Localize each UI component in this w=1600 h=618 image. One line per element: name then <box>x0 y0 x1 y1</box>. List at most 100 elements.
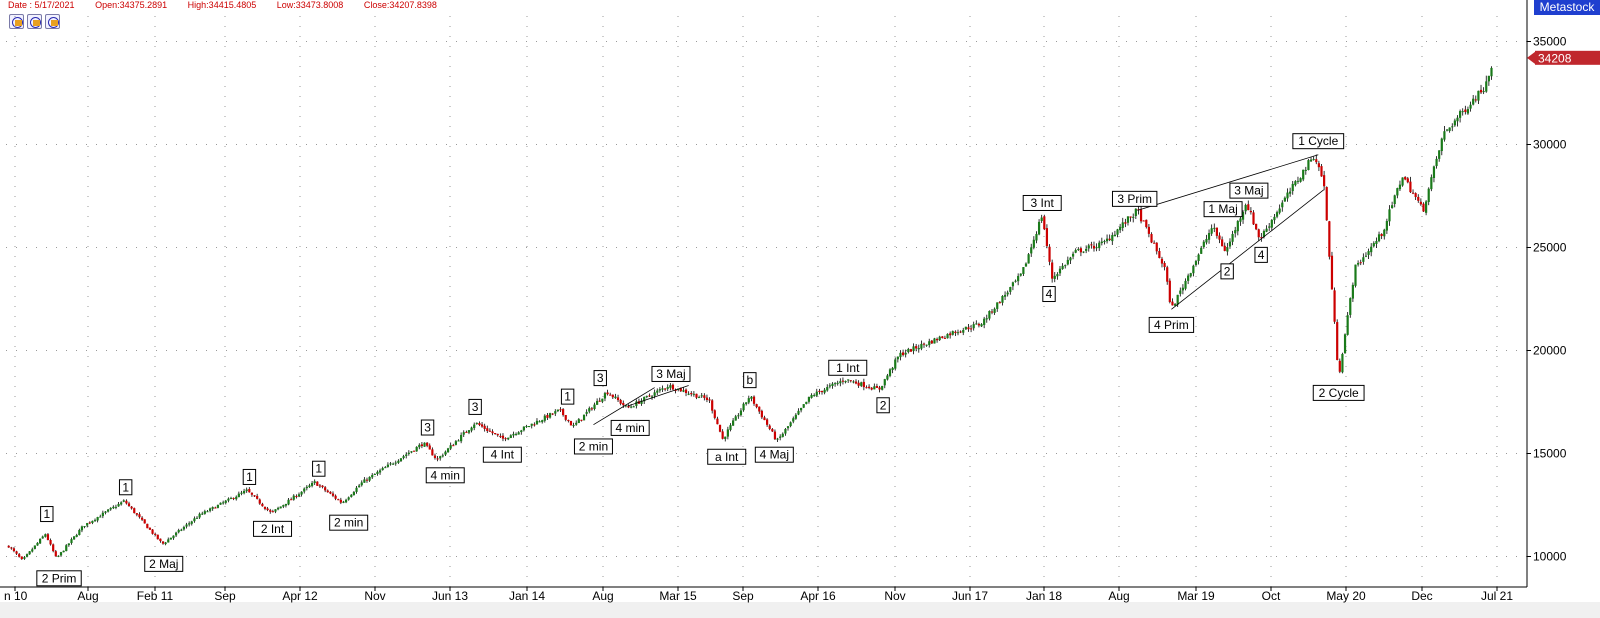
wave-label-text: 2 Cycle <box>1319 386 1359 400</box>
candle <box>159 538 162 543</box>
candle <box>522 426 525 432</box>
x-tick-label: Feb 11 <box>137 589 174 603</box>
candle <box>135 512 138 517</box>
candle <box>284 503 288 508</box>
candle <box>1082 251 1085 254</box>
wave-label-text: 3 Maj <box>656 367 685 381</box>
candle <box>582 414 586 421</box>
chart-tool-icon[interactable] <box>45 14 60 29</box>
last-price-label: 34208 <box>1538 51 1572 65</box>
candle <box>1255 223 1258 231</box>
candle <box>1145 219 1148 229</box>
candle <box>1252 210 1255 225</box>
candle <box>930 339 933 345</box>
candle <box>420 441 424 449</box>
chart-tool-icon[interactable] <box>27 14 42 29</box>
wave-label-text: 4 <box>1258 248 1265 262</box>
chart-tool-icon[interactable] <box>9 14 24 29</box>
candle <box>928 338 931 348</box>
candle <box>784 427 787 436</box>
candle <box>1482 87 1485 95</box>
wave-label-text: 2 min <box>579 439 608 453</box>
candle <box>7 545 10 548</box>
candle <box>344 498 348 504</box>
candle <box>1330 251 1334 290</box>
candle <box>603 391 607 402</box>
wave-label: 3 Maj <box>1229 182 1269 199</box>
wave-label-text: 2 Int <box>261 522 285 536</box>
candle <box>951 330 954 336</box>
candle <box>151 529 154 535</box>
candle <box>164 541 167 546</box>
candle <box>935 337 939 343</box>
candle <box>308 483 311 488</box>
wave-label: 4 Maj <box>754 446 794 463</box>
candle <box>112 505 115 510</box>
candle <box>1226 243 1229 256</box>
candle <box>120 501 123 506</box>
candle <box>46 533 50 541</box>
candle <box>1189 272 1192 278</box>
candle <box>726 426 729 440</box>
candle <box>703 393 706 401</box>
candle <box>823 387 826 395</box>
candle <box>190 520 193 526</box>
candle <box>1357 260 1360 267</box>
candle <box>760 409 763 420</box>
candle <box>1134 208 1137 220</box>
candle <box>949 331 952 339</box>
wave-label: 3 Int <box>1022 194 1062 211</box>
candle <box>1066 256 1069 266</box>
candle <box>198 512 201 519</box>
candle <box>1171 298 1174 306</box>
candle <box>436 456 439 462</box>
candle <box>1126 216 1130 226</box>
candle <box>1247 200 1250 211</box>
candle <box>1312 156 1315 161</box>
candle <box>501 433 505 442</box>
candle <box>1448 127 1451 133</box>
candle <box>172 535 175 540</box>
candle <box>899 350 902 361</box>
candle <box>1048 244 1051 266</box>
candle <box>1244 203 1247 215</box>
candle <box>619 398 622 406</box>
candle <box>167 537 170 543</box>
candle <box>807 396 811 404</box>
candle <box>300 491 303 497</box>
candle <box>572 422 575 428</box>
wave-label-text: 1 Int <box>836 361 860 375</box>
candle <box>454 440 458 446</box>
candle <box>611 394 614 400</box>
candle <box>533 422 536 427</box>
candle <box>355 486 358 494</box>
wave-label: 1 Cycle <box>1292 133 1345 150</box>
candle <box>1218 232 1221 244</box>
candle <box>1364 252 1368 258</box>
candle <box>1150 232 1153 244</box>
candle <box>512 431 515 438</box>
candle <box>737 413 740 419</box>
candle <box>711 399 714 414</box>
candle <box>805 401 808 405</box>
candle <box>271 509 274 513</box>
candle <box>789 421 792 428</box>
candle <box>1320 164 1323 177</box>
wave-label: 4 min <box>610 419 650 436</box>
x-tick-label: Aug <box>1108 589 1129 603</box>
candle <box>470 426 473 433</box>
candle <box>509 434 512 439</box>
x-tick-label: Nov <box>364 589 385 603</box>
candle <box>1283 196 1286 202</box>
candle <box>1168 278 1171 304</box>
candle <box>1116 228 1119 238</box>
candle <box>517 431 520 435</box>
candle <box>797 408 800 416</box>
candle <box>1006 290 1009 297</box>
candle <box>368 476 371 482</box>
candle <box>96 516 99 523</box>
candle <box>755 403 758 409</box>
candle <box>695 393 698 400</box>
candle <box>49 538 52 546</box>
